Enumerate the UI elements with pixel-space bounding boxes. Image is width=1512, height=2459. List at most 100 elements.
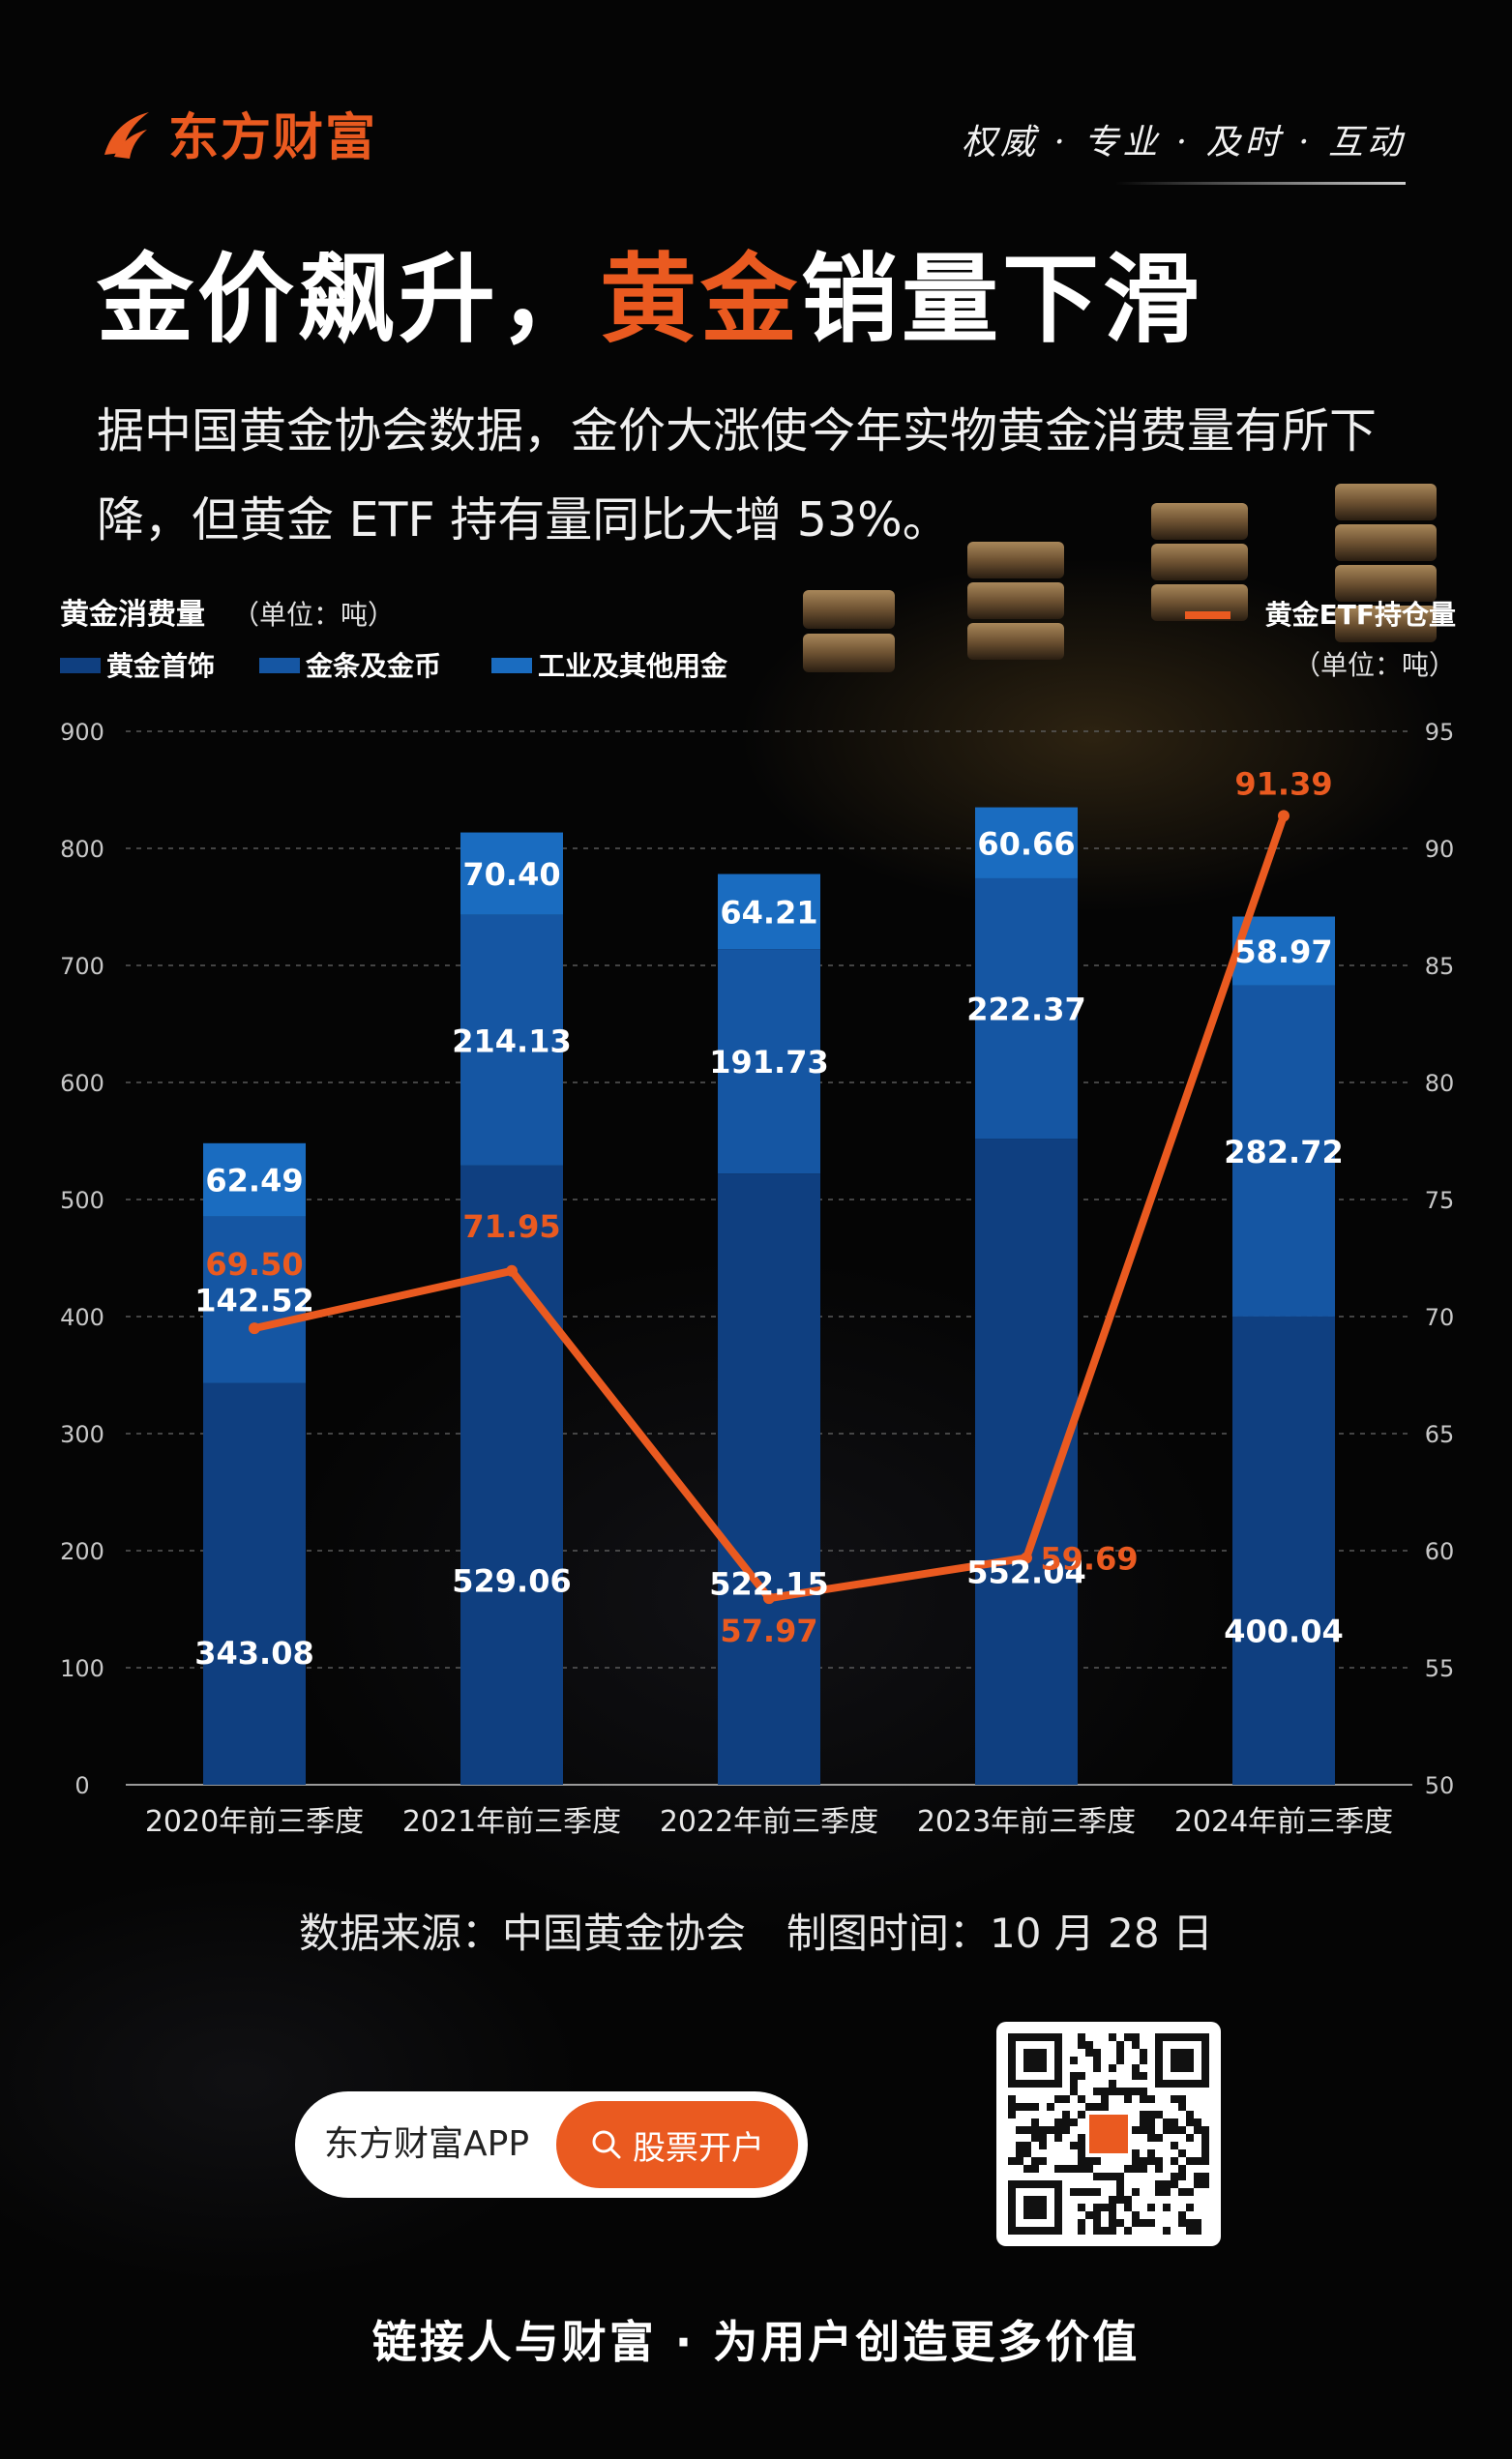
etf-value-label: 69.50 <box>205 1246 303 1283</box>
qr-module <box>1201 2126 1209 2134</box>
qr-module <box>1078 2142 1085 2149</box>
qr-module <box>1140 2049 1147 2057</box>
qr-module <box>1109 2064 1116 2072</box>
title-part-2: 销量下滑 <box>801 243 1203 356</box>
right-axis-tick-label: 60 <box>1425 1538 1455 1565</box>
qr-module <box>1178 2173 1186 2180</box>
qr-module <box>1194 2126 1201 2134</box>
etf-value-label: 71.95 <box>462 1208 560 1245</box>
left-axis-tick-label: 100 <box>60 1655 104 1682</box>
left-axis-tick-label: 400 <box>60 1304 104 1331</box>
qr-module <box>1147 2204 1155 2211</box>
bar-segment <box>975 877 1078 1140</box>
qr-module <box>1163 2204 1171 2211</box>
left-axis-tick-label: 200 <box>60 1538 104 1565</box>
qr-module <box>1116 2173 1124 2180</box>
qr-module <box>1078 2219 1085 2227</box>
qr-code[interactable] <box>996 2022 1221 2246</box>
qr-module <box>1093 2049 1101 2057</box>
qr-module <box>1054 2126 1062 2134</box>
qr-module <box>1140 2126 1147 2134</box>
qr-module <box>1070 2142 1078 2149</box>
qr-module <box>1163 2227 1171 2235</box>
left-axis-tick-label: 700 <box>60 953 104 980</box>
qr-module <box>1047 2126 1054 2134</box>
qr-module <box>1132 2219 1140 2227</box>
qr-module <box>1085 2049 1093 2057</box>
qr-module <box>1093 2088 1101 2095</box>
left-axis-unit: （单位：吨） <box>232 599 395 631</box>
bar-value-label: 62.49 <box>205 1163 303 1200</box>
footer-slogan: 链接人与财富 · 为用户创造更多价值 <box>371 2316 1141 2368</box>
bar-value-label: 58.97 <box>1234 933 1332 970</box>
qr-module <box>1078 2072 1085 2080</box>
right-axis-tick-label: 55 <box>1425 1655 1455 1682</box>
qr-module <box>1163 2188 1171 2196</box>
qr-module <box>1031 2118 1039 2126</box>
qr-module <box>1093 2211 1101 2219</box>
qr-module <box>1031 2103 1039 2111</box>
bar-value-label: 552.04 <box>966 1555 1085 1591</box>
qr-module <box>1116 2180 1124 2188</box>
qr-module <box>1201 2134 1209 2142</box>
qr-module <box>1201 2142 1209 2149</box>
qr-module <box>1093 2173 1101 2180</box>
qr-module <box>1078 2188 1085 2196</box>
qr-module <box>1031 2126 1039 2134</box>
qr-module <box>1140 2111 1147 2118</box>
qr-module <box>1186 2204 1194 2211</box>
right-axis-tick-label: 90 <box>1425 836 1455 863</box>
title-part-1: 金价飙升， <box>97 243 600 356</box>
qr-module <box>1070 2118 1078 2126</box>
qr-module <box>1124 2095 1132 2103</box>
data-source-note: 数据来源：中国黄金协会 制图时间：10 月 28 日 <box>299 1910 1213 1957</box>
right-axis-tick-label: 50 <box>1425 1772 1455 1799</box>
qr-module <box>1155 2188 1163 2196</box>
legend-label: 工业及其他用金 <box>538 650 728 682</box>
qr-module <box>1101 2088 1109 2095</box>
qr-module <box>1124 2227 1132 2235</box>
qr-module <box>1093 2103 1101 2111</box>
qr-module <box>1163 2118 1171 2126</box>
left-axis-tick-label: 900 <box>60 719 104 746</box>
qr-module <box>1194 2173 1201 2180</box>
legend-label: 黄金首饰 <box>106 650 215 682</box>
bar-value-label: 60.66 <box>977 825 1075 862</box>
qr-module <box>1124 2196 1132 2204</box>
qr-module <box>1070 2057 1078 2064</box>
qr-module <box>1031 2165 1039 2173</box>
qr-module <box>1171 2173 1178 2180</box>
etf-value-label: 91.39 <box>1234 765 1332 802</box>
qr-module <box>1070 2165 1078 2173</box>
qr-module <box>1116 2219 1124 2227</box>
qr-module <box>1016 2157 1023 2165</box>
qr-module <box>1140 2219 1147 2227</box>
qr-module <box>1078 2227 1085 2235</box>
qr-module <box>1078 2111 1085 2118</box>
qr-module <box>1039 2157 1047 2165</box>
qr-module <box>1147 2111 1155 2118</box>
bar-segment <box>1232 985 1335 1317</box>
etf-point <box>1021 1552 1032 1564</box>
app-download-pill[interactable]: 东方财富APP 股票开户 <box>295 2091 808 2198</box>
qr-module <box>1101 2204 1109 2211</box>
qr-module <box>1078 2157 1085 2165</box>
qr-module <box>1201 2173 1209 2180</box>
legend-swatch <box>491 658 532 673</box>
qr-module <box>1109 2227 1116 2235</box>
qr-module <box>1155 2157 1163 2165</box>
qr-module <box>1008 2111 1016 2118</box>
qr-module <box>1093 2157 1101 2165</box>
qr-module <box>1101 2103 1109 2111</box>
qr-module <box>1201 2149 1209 2157</box>
qr-module <box>1085 2188 1093 2196</box>
qr-module <box>1031 2157 1039 2165</box>
bar-value-label: 400.04 <box>1224 1613 1343 1649</box>
search-icon <box>592 2130 621 2159</box>
right-axis-tick-label: 95 <box>1425 719 1455 746</box>
x-axis-tick-label: 2020年前三季度 <box>145 1805 364 1839</box>
open-account-button[interactable]: 股票开户 <box>556 2101 798 2188</box>
qr-module <box>1132 2126 1140 2134</box>
qr-module <box>1016 2103 1023 2111</box>
qr-module <box>1023 2196 1047 2219</box>
